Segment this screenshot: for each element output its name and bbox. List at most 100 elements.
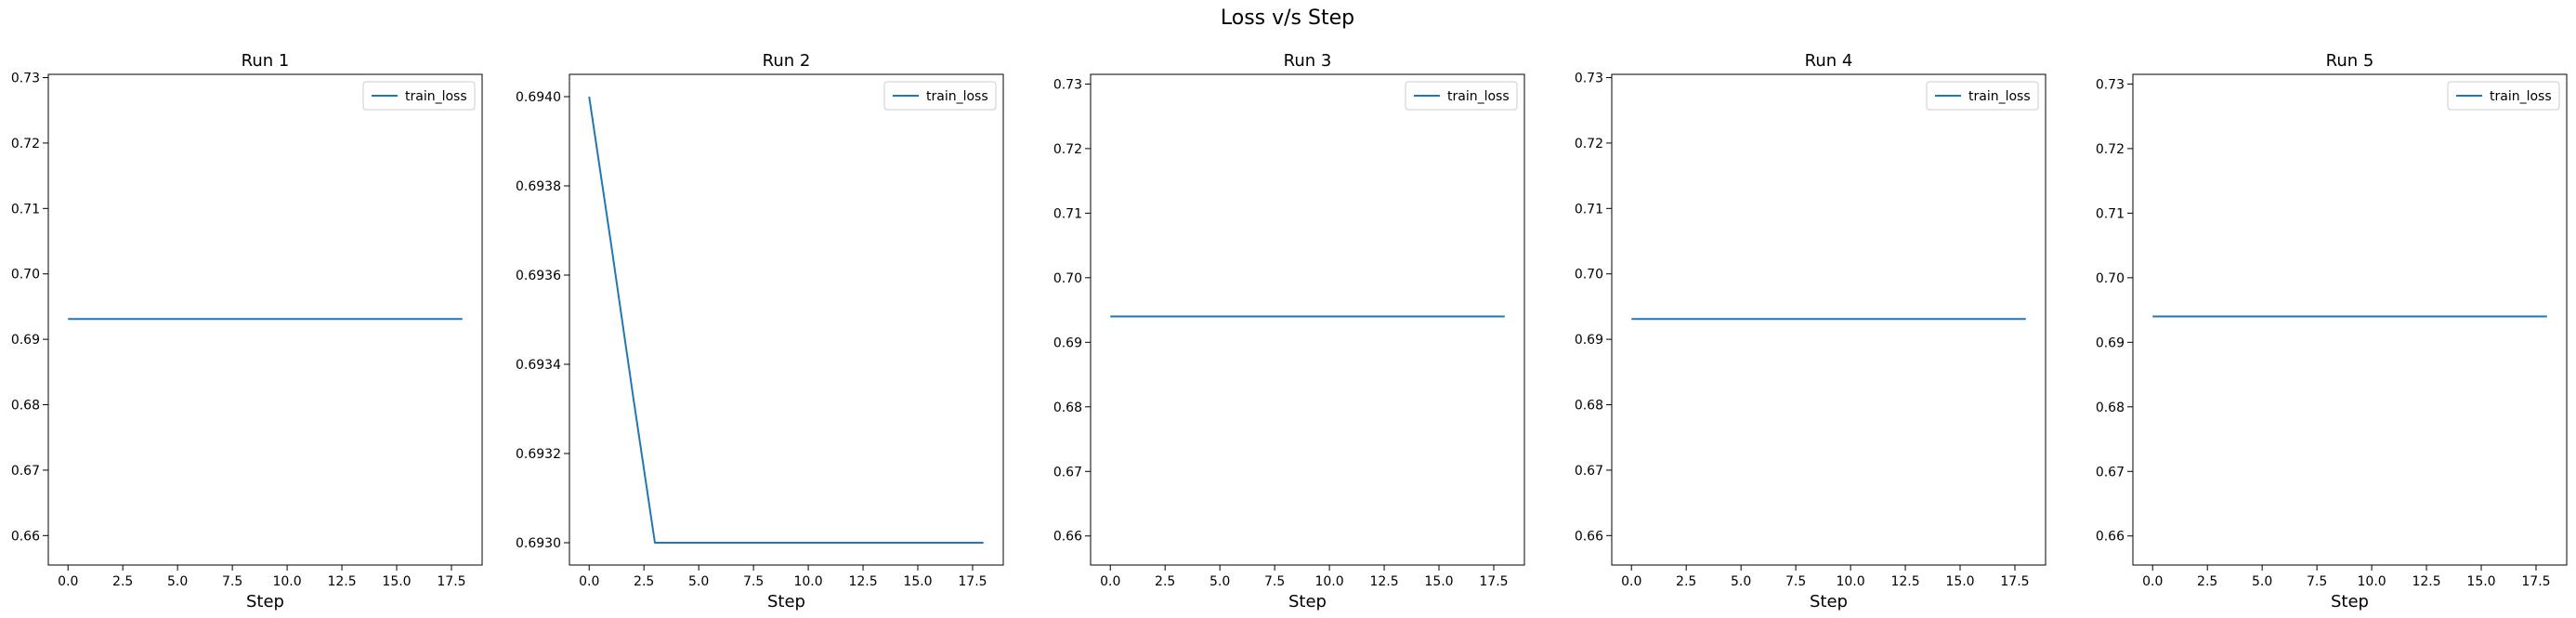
x-tick-label: 15.0 — [1945, 574, 1974, 589]
x-tick-label: 7.5 — [1785, 574, 1806, 589]
axes-frame — [569, 73, 1004, 566]
y-tick-label: 0.6934 — [516, 358, 561, 373]
y-tick-label: 0.69 — [1053, 335, 1082, 350]
y-tick-label: 0.70 — [1575, 268, 1603, 283]
axes-frame — [1090, 73, 1525, 566]
x-tick-label: 10.0 — [2358, 574, 2386, 589]
x-tick-label: 0.0 — [1100, 574, 1120, 589]
y-tick-label: 0.69 — [2096, 335, 2125, 350]
x-tick-label: 12.5 — [2412, 574, 2440, 589]
subplot-grid: Run 1 0.0 2.5 5.0 7.5 10.0 12.5 15.0 17.5 0.66 0.6… — [11, 51, 2568, 611]
x-tick-label: 17.5 — [958, 574, 987, 589]
x-tick-label: 15.0 — [2466, 574, 2495, 589]
legend-box — [2447, 81, 2560, 111]
y-tick-label: 0.6938 — [516, 179, 561, 194]
figure-title: Loss v/s Step — [1221, 7, 1354, 30]
legend: train_loss — [1926, 81, 2039, 111]
y-tick-label: 0.71 — [1053, 206, 1082, 221]
legend-label: train_loss — [405, 89, 467, 104]
x-tick-label: 7.5 — [743, 574, 764, 589]
y-tick-label: 0.67 — [2096, 465, 2125, 480]
x-tick-label: 12.5 — [1890, 574, 1919, 589]
x-tick-label: 2.5 — [634, 574, 654, 589]
y-tick-label: 0.66 — [1053, 530, 1082, 545]
legend: train_loss — [1405, 81, 1518, 111]
legend-box — [362, 81, 476, 111]
x-tick-label: 10.0 — [793, 574, 822, 589]
y-tick-label: 0.69 — [11, 333, 40, 348]
legend: train_loss — [2447, 81, 2560, 111]
y-tick-label: 0.68 — [2096, 401, 2125, 415]
legend-box — [1405, 81, 1518, 111]
series-line-train_loss — [588, 96, 984, 544]
x-tick-label: 2.5 — [1155, 574, 1175, 589]
x-tick-label: 12.5 — [327, 574, 356, 589]
y-tick-label: 0.69 — [1575, 333, 1603, 348]
x-tick-label: 12.5 — [1369, 574, 1398, 589]
x-tick-label: 7.5 — [222, 574, 242, 589]
x-tick-label: 17.5 — [437, 574, 465, 589]
y-tick-label: 0.68 — [1575, 399, 1603, 414]
x-tick-label: 10.0 — [272, 574, 301, 589]
subplot-run-3: Run 3 0.0 2.5 5.0 7.5 10.0 12.5 15.0 17.5 0.66 0.6… — [1053, 51, 1525, 611]
y-tick-label: 0.67 — [1575, 464, 1603, 479]
subplot-title: Run 5 — [2326, 51, 2374, 71]
y-tick-label: 0.73 — [1575, 72, 1603, 86]
y-tick-label: 0.71 — [2096, 206, 2125, 221]
x-tick-label: 0.0 — [579, 574, 599, 589]
x-axis-label: Step — [1288, 592, 1327, 611]
x-axis-label: Step — [2331, 592, 2369, 611]
x-tick-label: 5.0 — [1731, 574, 1751, 589]
subplot-title: Run 3 — [1284, 51, 1332, 71]
subplot-title: Run 1 — [242, 51, 290, 71]
x-tick-label: 0.0 — [2142, 574, 2163, 589]
y-tick-label: 0.6930 — [516, 536, 561, 551]
y-tick-label: 0.73 — [11, 72, 40, 86]
y-tick-label: 0.70 — [1053, 271, 1082, 286]
y-tick-label: 0.73 — [1053, 77, 1082, 92]
x-axis-label: Step — [1810, 592, 1848, 611]
x-tick-label: 17.5 — [2521, 574, 2550, 589]
y-tick-label: 0.67 — [1053, 465, 1082, 480]
y-tick-label: 0.72 — [11, 137, 40, 151]
x-tick-label: 15.0 — [1424, 574, 1453, 589]
y-tick-label: 0.6936 — [516, 269, 561, 283]
legend-label: train_loss — [2490, 89, 2552, 104]
y-tick-label: 0.66 — [1575, 529, 1603, 544]
y-tick-label: 0.66 — [2096, 530, 2125, 545]
y-tick-label: 0.73 — [2096, 77, 2125, 92]
x-tick-label: 2.5 — [2197, 574, 2217, 589]
legend: train_loss — [883, 81, 997, 111]
y-tick-label: 0.68 — [11, 399, 40, 414]
y-tick-label: 0.72 — [2096, 142, 2125, 157]
y-tick-label: 0.6932 — [516, 447, 561, 462]
y-tick-label: 0.72 — [1053, 142, 1082, 157]
x-tick-label: 5.0 — [1210, 574, 1230, 589]
legend-label: train_loss — [1447, 89, 1510, 104]
x-tick-label: 7.5 — [2307, 574, 2327, 589]
axes-frame — [1611, 73, 2046, 566]
subplot-run-2: Run 2 0.0 2.5 5.0 7.5 10.0 12.5 15.0 17.5 0.6930 0… — [516, 51, 1004, 611]
x-axis-label: Step — [246, 592, 284, 611]
y-tick-label: 0.67 — [11, 464, 40, 479]
x-tick-label: 17.5 — [2000, 574, 2029, 589]
subplot-run-1: Run 1 0.0 2.5 5.0 7.5 10.0 12.5 15.0 17.5 0.66 0.6… — [11, 51, 483, 611]
x-tick-label: 12.5 — [848, 574, 877, 589]
y-tick-label: 0.6940 — [516, 90, 561, 105]
x-tick-label: 0.0 — [58, 574, 78, 589]
legend-label: train_loss — [926, 89, 988, 104]
x-tick-label: 5.0 — [688, 574, 709, 589]
x-tick-label: 15.0 — [382, 574, 411, 589]
y-tick-label: 0.70 — [11, 268, 40, 283]
y-tick-label: 0.72 — [1575, 137, 1603, 151]
subplot-title: Run 4 — [1805, 51, 1853, 71]
x-tick-label: 5.0 — [167, 574, 188, 589]
subplot-run-5: Run 5 0.0 2.5 5.0 7.5 10.0 12.5 15.0 17.5 0.66 0.6… — [2096, 51, 2568, 611]
axes-frame — [47, 73, 483, 566]
legend-box — [1926, 81, 2039, 111]
subplot-run-4: Run 4 0.0 2.5 5.0 7.5 10.0 12.5 15.0 17.5 0.66 0.6… — [1575, 51, 2046, 611]
axes-frame — [2132, 73, 2568, 566]
legend: train_loss — [362, 81, 476, 111]
x-tick-label: 7.5 — [1264, 574, 1285, 589]
